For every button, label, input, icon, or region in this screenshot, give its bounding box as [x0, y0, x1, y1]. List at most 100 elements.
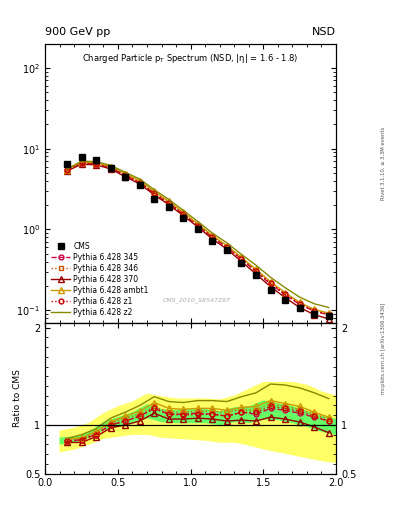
Pythia 6.428 345 [138, 180, 142, 186]
Pythia 6.428 z2 [239, 251, 244, 258]
Pythia 6.428 z1 [312, 308, 317, 314]
Pythia 6.428 370 [64, 168, 70, 174]
Pythia 6.428 z2 [181, 207, 186, 214]
Pythia 6.428 z2 [64, 166, 70, 172]
Pythia 6.428 ambt1 [210, 232, 215, 239]
Pythia 6.428 z1 [254, 268, 259, 274]
CMS [298, 305, 302, 311]
Pythia 6.428 370 [210, 236, 215, 242]
Pythia 6.428 ambt1 [326, 310, 331, 316]
Pythia 6.428 370 [79, 161, 84, 167]
CMS [152, 196, 156, 202]
Pythia 6.428 345 [123, 172, 128, 178]
Pythia 6.428 345 [152, 190, 156, 196]
Line: Pythia 6.428 z1: Pythia 6.428 z1 [64, 161, 331, 317]
Pythia 6.428 z2 [210, 230, 215, 236]
Pythia 6.428 346 [225, 243, 230, 249]
Pythia 6.428 z2 [152, 187, 156, 193]
Pythia 6.428 ambt1 [152, 188, 156, 195]
Pythia 6.428 z1 [79, 160, 84, 166]
CMS [254, 272, 259, 279]
Pythia 6.428 ambt1 [123, 170, 128, 177]
Pythia 6.428 345 [94, 161, 98, 167]
Pythia 6.428 346 [123, 172, 128, 178]
Pythia 6.428 ambt1 [79, 159, 84, 165]
CMS [268, 287, 273, 293]
Legend: CMS, Pythia 6.428 345, Pythia 6.428 346, Pythia 6.428 370, Pythia 6.428 ambt1, P: CMS, Pythia 6.428 345, Pythia 6.428 346,… [49, 240, 151, 319]
Pythia 6.428 ambt1 [298, 300, 302, 306]
CMS [181, 215, 186, 221]
Pythia 6.428 z1 [283, 291, 287, 297]
Pythia 6.428 345 [298, 301, 302, 307]
Pythia 6.428 345 [64, 167, 70, 173]
Pythia 6.428 370 [312, 312, 317, 318]
CMS [239, 260, 244, 266]
Pythia 6.428 345 [79, 160, 84, 166]
CMS [123, 174, 128, 180]
CMS [108, 165, 113, 171]
Pythia 6.428 370 [123, 174, 128, 180]
Pythia 6.428 370 [268, 284, 273, 290]
Pythia 6.428 346 [268, 280, 273, 286]
Pythia 6.428 z2 [298, 294, 302, 300]
Pythia 6.428 346 [326, 311, 331, 317]
Pythia 6.428 346 [167, 200, 171, 206]
Line: Pythia 6.428 370: Pythia 6.428 370 [64, 161, 332, 322]
Line: Pythia 6.428 ambt1: Pythia 6.428 ambt1 [64, 159, 332, 316]
CMS [326, 313, 331, 319]
Pythia 6.428 370 [254, 271, 259, 277]
Pythia 6.428 z2 [123, 169, 128, 175]
CMS [138, 182, 142, 188]
Pythia 6.428 z2 [225, 240, 230, 246]
Line: Pythia 6.428 z2: Pythia 6.428 z2 [67, 161, 329, 308]
Pythia 6.428 345 [254, 269, 259, 275]
Pythia 6.428 370 [167, 202, 171, 208]
Pythia 6.428 ambt1 [108, 163, 113, 169]
Pythia 6.428 345 [312, 308, 317, 314]
CMS [283, 296, 287, 303]
Pythia 6.428 z2 [268, 274, 273, 281]
Pythia 6.428 ambt1 [283, 290, 287, 296]
Pythia 6.428 345 [167, 200, 171, 206]
Pythia 6.428 370 [283, 294, 287, 301]
Pythia 6.428 346 [254, 267, 259, 273]
Pythia 6.428 z1 [326, 312, 331, 318]
Pythia 6.428 z2 [312, 301, 317, 307]
Pythia 6.428 z1 [108, 165, 113, 171]
Pythia 6.428 ambt1 [239, 254, 244, 261]
Text: Charged Particle $\mathregular{p_T}$ Spectrum (NSD, $\mathregular{|\eta|}$ = 1.6: Charged Particle $\mathregular{p_T}$ Spe… [83, 52, 299, 65]
Pythia 6.428 345 [268, 281, 273, 287]
Pythia 6.428 z1 [196, 223, 200, 229]
Pythia 6.428 370 [326, 316, 331, 322]
CMS [210, 238, 215, 244]
Text: 900 GeV pp: 900 GeV pp [45, 27, 110, 37]
Pythia 6.428 z2 [254, 262, 259, 268]
Pythia 6.428 z1 [298, 301, 302, 307]
Pythia 6.428 346 [210, 233, 215, 240]
Pythia 6.428 z2 [138, 176, 142, 182]
CMS [64, 161, 70, 167]
Pythia 6.428 ambt1 [225, 243, 230, 249]
Pythia 6.428 345 [326, 312, 331, 318]
Text: mcplots.cern.ch [arXiv:1306.3436]: mcplots.cern.ch [arXiv:1306.3436] [381, 303, 386, 394]
Pythia 6.428 370 [225, 246, 230, 252]
Pythia 6.428 ambt1 [312, 306, 317, 312]
Pythia 6.428 346 [312, 307, 317, 313]
Pythia 6.428 z1 [239, 256, 244, 262]
Pythia 6.428 370 [196, 224, 200, 230]
CMS [312, 311, 317, 317]
Pythia 6.428 z2 [94, 159, 98, 165]
Pythia 6.428 346 [181, 210, 186, 217]
Pythia 6.428 z2 [196, 219, 200, 225]
Pythia 6.428 346 [108, 164, 113, 170]
Pythia 6.428 346 [138, 179, 142, 185]
CMS [167, 204, 171, 210]
Pythia 6.428 345 [108, 165, 113, 171]
Pythia 6.428 z2 [108, 162, 113, 168]
Pythia 6.428 ambt1 [167, 198, 171, 204]
Pythia 6.428 z1 [225, 244, 230, 250]
Pythia 6.428 z1 [64, 167, 70, 173]
Pythia 6.428 ambt1 [254, 266, 259, 272]
Pythia 6.428 346 [79, 160, 84, 166]
Pythia 6.428 345 [283, 292, 287, 298]
